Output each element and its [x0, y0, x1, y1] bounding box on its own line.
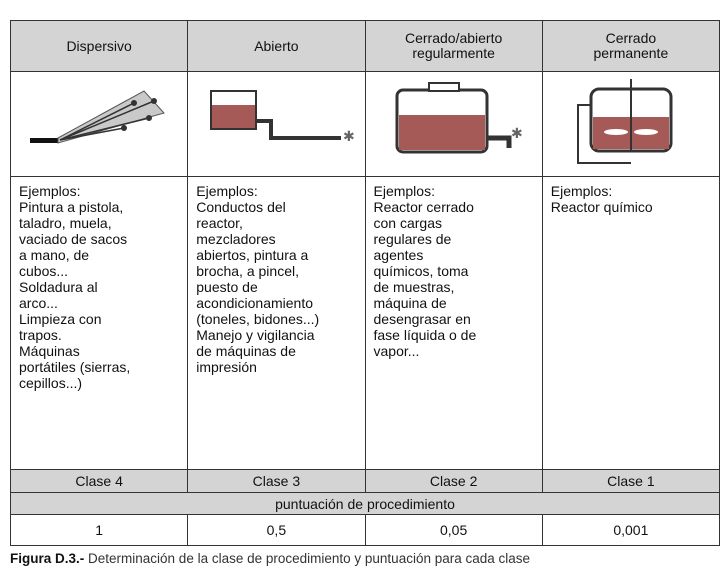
score-row: 1 0,5 0,05 0,001: [9, 514, 721, 546]
example-line: máquina de: [373, 295, 447, 311]
header-cell: Cerrado/abierto regularmente: [364, 20, 543, 72]
dispersive-icon: [30, 89, 166, 144]
header-line: Abierto: [254, 37, 299, 54]
permanent-closed-icon: [576, 78, 673, 164]
caption: Figura D.3.- Determinación de la clase d…: [10, 551, 530, 566]
example-cell: Ejemplos: Reactor químico: [541, 176, 721, 470]
example-line: Ejemplos:: [196, 183, 258, 199]
image-row: ✱ ✱: [9, 71, 721, 177]
example-line: Ejemplos:: [550, 183, 613, 199]
example-line: trapos.: [19, 327, 62, 343]
example-line: taladro, muela,: [19, 215, 112, 231]
example-line: Máquinas: [19, 343, 80, 359]
example-line: Conductos del: [196, 199, 286, 215]
icon-cell: [541, 71, 721, 177]
example-line: portátiles (sierras,: [19, 359, 131, 375]
header-cell: Dispersivo: [9, 20, 189, 72]
example-cell: Ejemplos: Pintura a pistola, taladro, muel…: [9, 176, 189, 470]
example-line: Ejemplos:: [373, 183, 435, 199]
score-label: puntuación de procedimiento: [10, 492, 720, 515]
example-line: brocha, a pincel,: [196, 263, 299, 279]
procedure-table: Dispersivo Abierto Cerrado/abierto regularm…: [9, 20, 721, 546]
example-cell: Ejemplos: Reactor cerrado con cargas regula…: [364, 176, 543, 470]
example-line: vapor...: [373, 343, 420, 359]
example-line: cubos...: [19, 263, 69, 279]
examples-row: Ejemplos: Pintura a pistola, taladro, muel…: [9, 176, 721, 470]
example-line: de muestras,: [373, 279, 455, 295]
example-line: impresión: [196, 359, 257, 375]
example-line: mezcladores: [196, 231, 276, 247]
open-icon: ✱: [210, 89, 355, 144]
svg-text:✱: ✱: [343, 128, 355, 144]
header-line: Dispersivo: [66, 37, 132, 54]
score-label-row: puntuación de procedimiento: [10, 492, 720, 515]
icon-cell: ✱: [364, 71, 543, 177]
example-line: químicos, toma: [373, 263, 469, 279]
header-line: permanente: [593, 45, 669, 61]
example-line: con cargas: [373, 215, 442, 231]
example-line: abiertos, pintura a: [196, 247, 309, 263]
class-cell: Clase 1: [541, 469, 721, 493]
header-line: regularmente: [412, 45, 495, 61]
score-cell: 1: [9, 514, 189, 546]
header-row: Dispersivo Abierto Cerrado/abierto regularm…: [9, 20, 721, 72]
example-line: cepillos...): [19, 375, 83, 391]
example-line: regulares de: [373, 231, 452, 247]
header-cell: Abierto: [187, 20, 366, 72]
example-cell: Ejemplos: Conductos del reactor, mezcladore…: [187, 176, 366, 470]
example-line: Limpieza con: [19, 311, 102, 327]
example-line: vaciado de sacos: [19, 231, 128, 247]
example-line: Soldadura al: [19, 279, 98, 295]
example-line: acondicionamiento: [196, 295, 313, 311]
svg-text:✱: ✱: [511, 125, 523, 141]
example-line: reactor,: [196, 215, 243, 231]
class-row: Clase 4 Clase 3 Clase 2 Clase 1: [9, 469, 721, 493]
regular-closed-icon: ✱: [395, 81, 523, 153]
example-line: arco...: [19, 295, 58, 311]
example-line: puesto de: [196, 279, 258, 295]
example-line: de máquinas de: [196, 343, 296, 359]
class-cell: Clase 4: [9, 469, 189, 493]
class-cell: Clase 2: [364, 469, 543, 493]
example-line: desengrasar en: [373, 311, 471, 327]
example-line: (toneles, bidones...): [196, 311, 320, 327]
example-line: Reactor cerrado: [373, 199, 474, 215]
example-line: Pintura a pistola,: [19, 199, 124, 215]
example-line: agentes: [373, 247, 424, 263]
example-line: Ejemplos:: [19, 183, 81, 199]
example-line: a mano, de: [19, 247, 90, 263]
example-line: fase líquida o de: [373, 327, 477, 343]
caption-text: Determinación de la clase de procedimien…: [84, 551, 531, 566]
icon-cell: ✱: [187, 71, 366, 177]
header-line: Cerrado/abierto: [404, 30, 503, 46]
icon-cell: [9, 71, 189, 177]
example-line: Manejo y vigilancia: [196, 327, 315, 343]
score-cell: 0,05: [364, 514, 543, 546]
example-line: Reactor químico: [550, 199, 653, 215]
header-cell: Cerrado permanente: [541, 20, 721, 72]
score-cell: 0,001: [541, 514, 721, 546]
caption-label: Figura D.3.-: [10, 551, 85, 566]
class-cell: Clase 3: [187, 469, 366, 493]
score-cell: 0,5: [187, 514, 366, 546]
header-line: Cerrado: [605, 30, 657, 46]
